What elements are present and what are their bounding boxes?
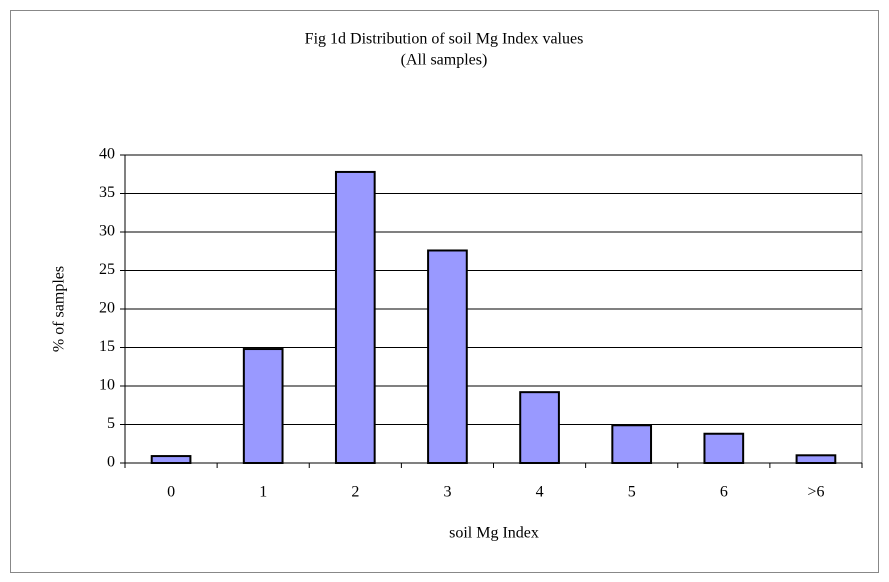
x-tick-label: 1: [259, 484, 267, 501]
chart-title: Fig 1d Distribution of soil Mg Index val…: [305, 31, 584, 48]
y-tick-label: 5: [107, 415, 115, 432]
bar: [795, 454, 837, 464]
x-tick-label: 2: [351, 484, 359, 501]
bar: [611, 424, 653, 464]
x-tick-label: 0: [167, 484, 175, 501]
x-tick-label: 3: [443, 484, 451, 501]
y-tick-label: 15: [99, 338, 115, 355]
y-tick-label: 25: [99, 261, 115, 278]
bar: [242, 348, 284, 465]
bar: [150, 455, 192, 465]
y-tick-label: 20: [99, 300, 115, 317]
y-tick-label: 35: [99, 184, 115, 201]
y-tick-label: 30: [99, 223, 115, 240]
x-tick-label: >6: [807, 484, 824, 501]
y-tick-label: 10: [99, 377, 115, 394]
y-tick-label: 40: [99, 146, 115, 163]
x-tick-label: 6: [720, 484, 728, 501]
bar: [703, 432, 745, 464]
chart-subtitle: (All samples): [401, 52, 488, 69]
x-tick-label: 5: [628, 484, 636, 501]
bar: [427, 249, 468, 464]
x-tick-label: 4: [536, 484, 544, 501]
bar: [519, 391, 560, 464]
y-axis-label: % of samples: [51, 266, 68, 352]
y-tick-label: 0: [107, 454, 115, 471]
bar: [334, 170, 376, 464]
x-axis-label: soil Mg Index: [449, 525, 539, 542]
